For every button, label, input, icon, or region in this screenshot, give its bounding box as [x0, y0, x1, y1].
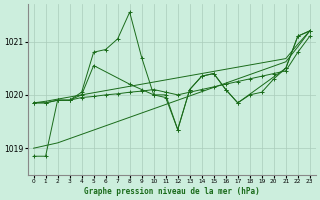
- X-axis label: Graphe pression niveau de la mer (hPa): Graphe pression niveau de la mer (hPa): [84, 187, 260, 196]
